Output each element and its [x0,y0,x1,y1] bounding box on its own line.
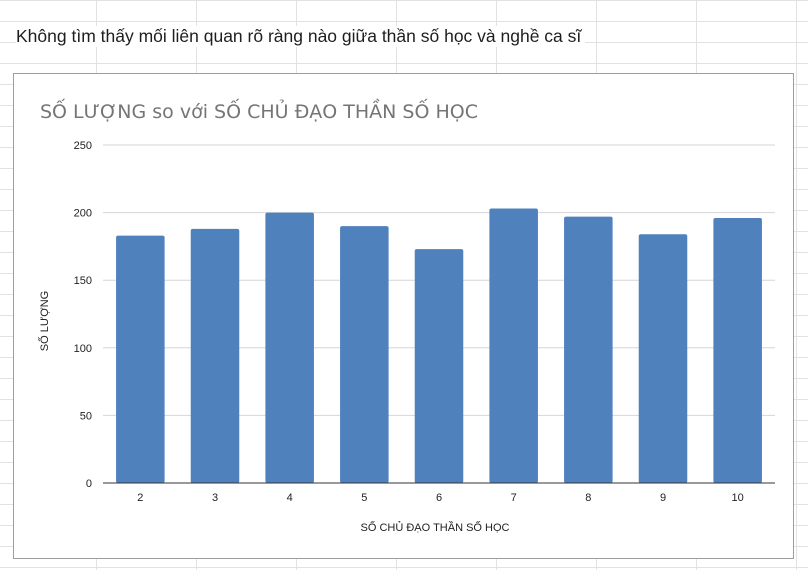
spreadsheet-cell-text[interactable]: Không tìm thấy mối liên quan rõ ràng nào… [16,26,586,47]
x-tick-label: 2 [137,492,143,504]
bar-3[interactable] [190,228,240,483]
x-tick-label: 10 [732,492,744,504]
x-axis-ticks: 2 3 4 5 6 7 8 9 10 [137,492,744,504]
bar-6[interactable] [414,249,464,483]
y-tick-label: 0 [86,478,92,490]
chart-container[interactable]: SỐ LƯỢNG so với SỐ CHỦ ĐẠO THẦN SỐ HỌC 0… [13,73,794,559]
y-tick-label: 200 [74,208,92,220]
y-tick-label: 100 [74,343,92,355]
y-tick-label: 50 [80,410,92,422]
y-tick-label: 150 [74,275,92,287]
bar-10[interactable] [713,218,762,483]
x-tick-label: 6 [436,492,442,504]
x-tick-label: 7 [511,492,517,504]
bar-9[interactable] [638,234,688,483]
chart-title: SỐ LƯỢNG so với SỐ CHỦ ĐẠO THẦN SỐ HỌC [40,97,478,123]
bar-8[interactable] [564,216,613,483]
bar-chart: SỐ LƯỢNG so với SỐ CHỦ ĐẠO THẦN SỐ HỌC 0… [37,97,775,534]
bar-5[interactable] [340,226,389,483]
bar-2[interactable] [116,235,165,483]
y-tick-label: 250 [74,140,92,152]
bar-4[interactable] [265,212,314,483]
x-tick-label: 3 [212,492,218,504]
x-tick-label: 4 [287,492,293,504]
bar-7[interactable] [489,208,538,483]
x-tick-label: 9 [660,492,666,504]
y-axis-ticks: 0 50 100 150 200 250 [74,140,92,490]
bars [116,208,762,483]
x-axis-title: SỐ CHỦ ĐẠO THẦN SỐ HỌC [361,520,510,534]
y-axis-title: SỐ LƯỢNG [37,291,51,351]
x-tick-label: 5 [361,492,367,504]
x-tick-label: 8 [585,492,591,504]
